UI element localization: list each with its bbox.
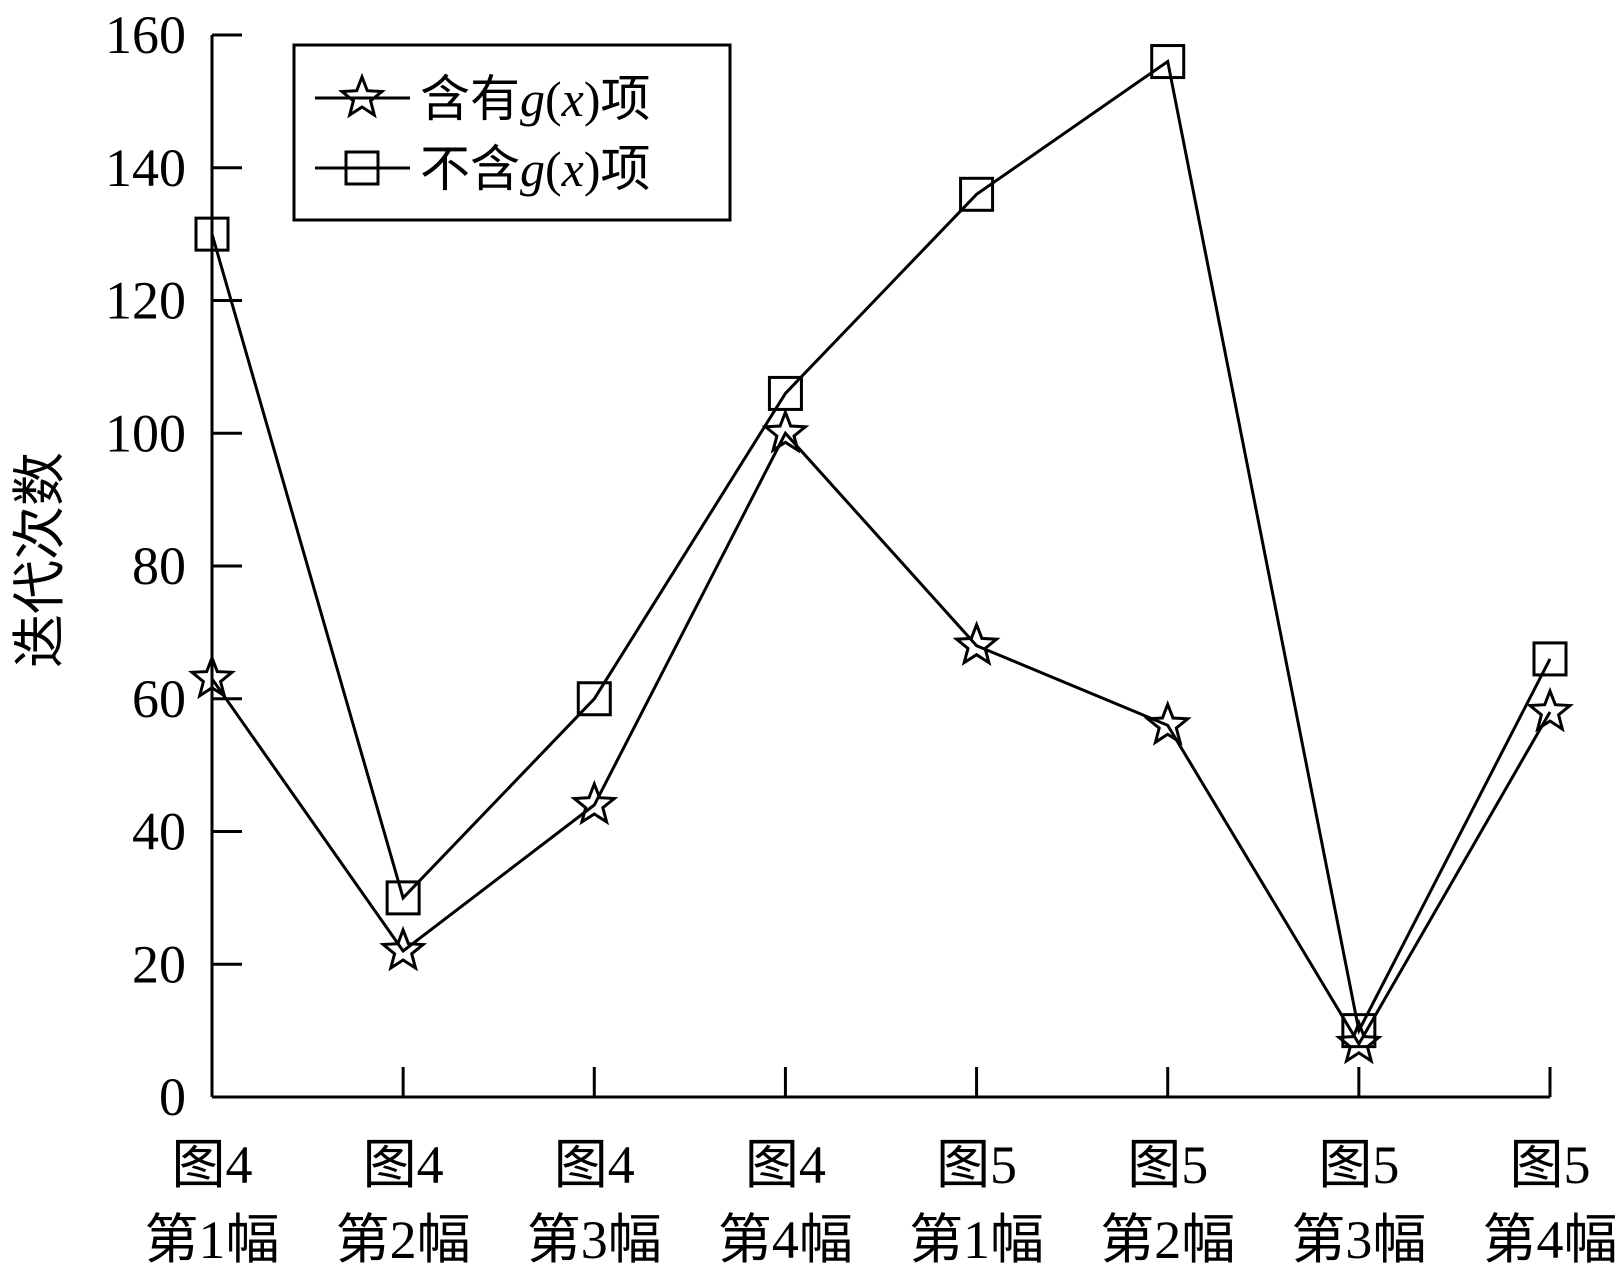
data-point-star	[1526, 686, 1574, 733]
x-tick-label-line1: 图5	[1127, 1135, 1208, 1195]
y-axis-label: 迭代次数	[10, 452, 70, 668]
y-axis: 0 20 40 60 80 100 120 140 160 迭代次数	[10, 5, 242, 1127]
legend-label-part: x	[561, 71, 584, 127]
legend-label-part: (	[545, 71, 562, 127]
x-tick-label-line1: 图5	[936, 1135, 1017, 1195]
x-tick-label-line1: 图4	[745, 1135, 826, 1195]
data-point-square	[576, 681, 612, 717]
x-tick-label-line2: 第4幅	[1483, 1210, 1618, 1270]
data-point-square	[1150, 44, 1186, 80]
series-line-square	[210, 58, 1552, 1036]
x-ticks: 图4 第1幅 图4 第2幅 图4 第3幅 图4 第4幅 图5 第1幅 图5 第2幅 图5 第3幅 图5 第4幅	[145, 1067, 1618, 1270]
legend-marker-square	[344, 150, 380, 186]
x-tick-label-line1: 图5	[1510, 1135, 1591, 1195]
data-point-square	[385, 880, 421, 916]
x-tick-label-line2: 第2幅	[336, 1210, 471, 1270]
legend-marker-star	[338, 72, 386, 119]
data-point-star	[570, 779, 619, 826]
x-tick-label-line2: 第1幅	[145, 1210, 280, 1270]
legend-label: 含有g(x)项	[420, 71, 651, 127]
y-tick-label: 100	[105, 403, 186, 463]
y-tick-label: 140	[105, 138, 186, 198]
legend-label-part: x	[561, 141, 584, 197]
y-tick-label: 60	[132, 669, 186, 729]
data-point-star	[188, 653, 236, 700]
y-ticks: 0 20 40 60 80 100 120 140 160	[105, 5, 242, 1127]
data-point-star	[952, 620, 1001, 666]
y-tick-label: 0	[159, 1067, 186, 1127]
plot-area	[188, 44, 1574, 1065]
legend-label-part: 含有	[420, 71, 520, 127]
data-point-star	[379, 925, 428, 972]
legend-label-part: g	[520, 71, 545, 127]
legend-label-part: 不含	[420, 141, 520, 197]
legend-label-part: )项	[584, 141, 651, 197]
data-point-star	[761, 408, 810, 454]
y-tick-label: 80	[132, 536, 186, 596]
x-tick-label-line2: 第2幅	[1100, 1210, 1235, 1270]
x-tick-label-line2: 第4幅	[718, 1210, 853, 1270]
legend-label: 不含g(x)项	[420, 141, 651, 197]
data-point-star	[1143, 700, 1192, 746]
data-point-square	[1532, 641, 1568, 677]
y-tick-label: 40	[132, 802, 186, 862]
data-point-square	[959, 176, 995, 212]
x-tick-label-line1: 图4	[172, 1135, 253, 1195]
data-point-square	[1341, 1013, 1377, 1049]
x-tick-label-line1: 图4	[554, 1135, 635, 1195]
legend-label-part: )项	[584, 71, 651, 127]
data-point-square	[194, 216, 230, 252]
x-tick-label-line1: 图5	[1318, 1135, 1399, 1195]
series-line-star	[210, 430, 1552, 1047]
legend-box	[292, 43, 732, 222]
x-tick-label-line1: 图4	[363, 1135, 444, 1195]
y-tick-label: 120	[105, 271, 186, 331]
y-tick-label: 160	[105, 5, 186, 65]
x-tick-label-line2: 第1幅	[909, 1210, 1044, 1270]
data-point-square	[767, 375, 803, 411]
legend-label-part: (	[545, 141, 562, 197]
legend-label-part: g	[520, 141, 545, 197]
x-tick-label-line2: 第3幅	[1291, 1210, 1426, 1270]
x-tick-label-line2: 第3幅	[527, 1210, 662, 1270]
x-axis: 图4 第1幅 图4 第2幅 图4 第3幅 图4 第4幅 图5 第1幅 图5 第2幅 图5 第3幅 图5 第4幅	[145, 1067, 1618, 1270]
y-tick-label: 20	[132, 934, 186, 994]
